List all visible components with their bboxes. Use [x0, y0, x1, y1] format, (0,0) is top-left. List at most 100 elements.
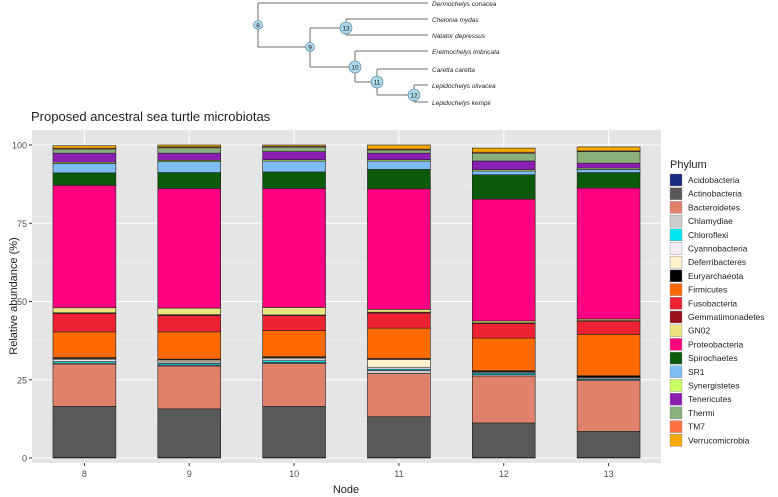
bar-segment — [262, 144, 326, 147]
legend-item: Synergistetes — [669, 379, 740, 392]
bar-segment — [576, 431, 641, 458]
legend-item: GN02 — [669, 324, 710, 337]
tree-node-10: 10 — [348, 60, 362, 74]
bar-segment — [471, 170, 536, 176]
bar-segment — [471, 198, 536, 322]
legend-item: Bacteroidetes — [669, 201, 740, 214]
legend-swatch — [669, 283, 683, 296]
bar-segment — [52, 185, 117, 309]
tip-label: Caretta caretta — [432, 67, 475, 74]
y-tick-label: 100 — [12, 141, 27, 151]
legend-label: Cyannobacteria — [688, 244, 748, 254]
x-tick-label: 8 — [82, 469, 87, 479]
legend-swatch — [669, 324, 683, 337]
bar-segment — [367, 144, 431, 150]
legend-swatch — [669, 351, 683, 365]
bar-segment — [367, 169, 431, 190]
bar-segment — [471, 174, 536, 200]
bar-segment — [576, 172, 641, 189]
legend-item: Gemmatimonadetes — [669, 310, 765, 324]
bar-segment — [262, 363, 326, 407]
legend-item: Chlamydiae — [669, 214, 733, 228]
legend-swatch — [669, 173, 683, 187]
legend-item: Fusobacteria — [669, 297, 737, 310]
tree-node-9: 9 — [305, 42, 315, 52]
legend-item: Cyannobacteria — [669, 242, 748, 255]
legend-swatch — [669, 420, 683, 433]
legend-item: Spirochaetes — [669, 351, 738, 365]
legend-item: Tenericutes — [669, 393, 731, 406]
bar-segment — [576, 169, 641, 173]
legend-item: Firmicutes — [669, 283, 727, 296]
chart-title: Proposed ancestral sea turtle microbiota… — [31, 109, 271, 124]
legend-swatch — [669, 365, 683, 378]
bar-segment — [262, 146, 326, 152]
legend-item: Chloroflexi — [669, 228, 728, 242]
legend-swatch — [669, 338, 683, 351]
phylogenetic-tree: Dermochelys coriacea Chelonia mydas Natato… — [253, 1, 500, 107]
bar-segment — [367, 327, 431, 359]
legend-swatch — [669, 187, 683, 200]
legend-swatch — [669, 256, 683, 269]
tip-label: Dermochelys coriacea — [432, 1, 497, 8]
legend-label: Tenericutes — [688, 394, 731, 404]
legend-swatch — [669, 406, 683, 420]
bar-segment — [367, 312, 431, 329]
legend-label: Euryarchaeota — [688, 271, 744, 281]
tree-node-13: 13 — [339, 21, 353, 35]
plot-panel — [32, 130, 661, 463]
legend-swatch — [669, 393, 683, 406]
bar-segment — [367, 359, 431, 368]
bar-segment — [52, 363, 117, 407]
bar-segment — [471, 152, 536, 162]
bar-segment — [367, 370, 431, 374]
legend-label: TM7 — [688, 422, 705, 432]
bar-segment — [576, 320, 641, 335]
x-tick-label: 13 — [604, 469, 614, 479]
tree-node-11: 11 — [370, 75, 384, 89]
legend-label: Deferribacteres — [688, 257, 746, 267]
bar-segment — [157, 315, 222, 333]
legend-label: SR1 — [688, 367, 705, 377]
node-marker — [370, 75, 384, 89]
legend-swatch — [669, 242, 683, 255]
bar-segment — [52, 313, 117, 333]
node-marker — [339, 21, 353, 35]
bar-segment — [471, 323, 536, 339]
legend-item: Euryarchaeota — [669, 269, 744, 283]
legend-item: Proteobacteria — [669, 338, 744, 351]
y-tick-label: 75 — [17, 219, 27, 229]
legend-label: Proteobacteria — [688, 339, 744, 349]
bar-segment — [367, 152, 431, 161]
legend-label: Bacteroidetes — [688, 202, 740, 212]
bar-segment — [367, 188, 431, 310]
legend-swatch — [669, 201, 683, 214]
bar-segment — [262, 330, 326, 357]
bar-stack-node-11 — [367, 144, 431, 459]
bar-segment — [576, 187, 641, 320]
node-label: 13 — [342, 26, 350, 33]
x-tick-label: 10 — [289, 469, 299, 479]
y-tick-label: 25 — [17, 375, 27, 385]
node-marker — [305, 42, 315, 52]
bar-segment — [576, 334, 641, 376]
legend-item: Acidobacteria — [669, 173, 740, 187]
legend-swatch — [669, 379, 683, 392]
bar-segment — [471, 422, 536, 458]
bar-stack-node-9 — [157, 144, 222, 459]
legend-label: GN02 — [688, 326, 710, 336]
bar-segment — [52, 163, 117, 174]
tip-label: Lepidochelys kempii — [432, 100, 491, 107]
bar-segment — [157, 161, 222, 173]
bar-segment — [262, 188, 326, 308]
legend-item: SR1 — [669, 365, 705, 378]
bar-segment — [367, 149, 431, 154]
bar-segment — [367, 416, 431, 458]
bar-segment — [52, 331, 117, 358]
legend-swatch — [669, 269, 683, 283]
bar-segment — [262, 160, 326, 173]
bar-segment — [471, 160, 536, 171]
node-marker — [407, 88, 421, 102]
y-tick-label: 0 — [22, 454, 27, 464]
